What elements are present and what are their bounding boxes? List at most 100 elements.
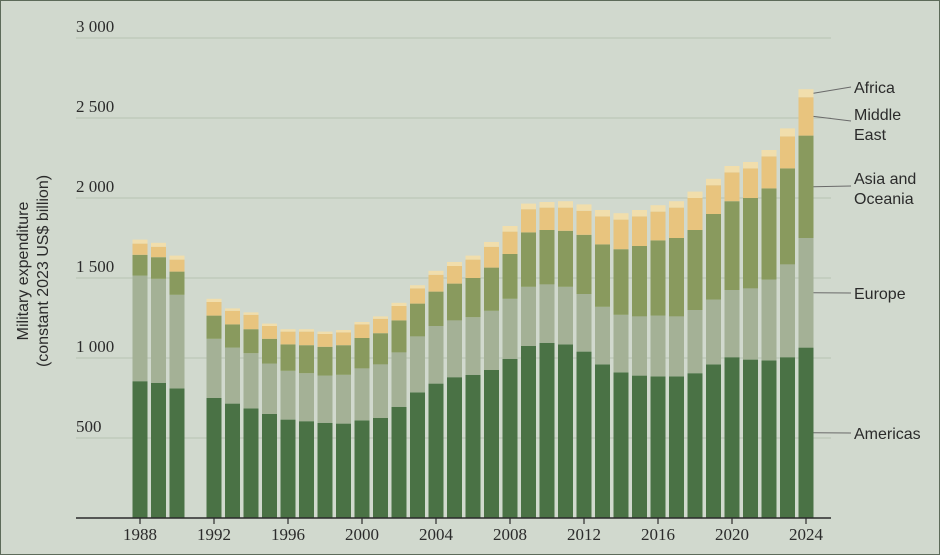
legend: Africa Middle East Asia and Oceania Europe Ame… [813, 80, 921, 443]
bar-segment-africa-1988 [132, 239, 148, 244]
bar-segment-americas-2007 [484, 370, 499, 518]
bar-segment-europe-1997 [299, 373, 314, 422]
axes: 500 1 000 1 500 2 000 2 500 3 000 1988 1992 1996… [76, 17, 831, 544]
bar-segment-asia-and-oceania-1996 [280, 344, 296, 371]
bar-segment-americas-2016 [650, 376, 666, 518]
bar-segment-asia-and-oceania-2004 [428, 291, 444, 326]
bar-segment-africa-1998 [317, 331, 333, 334]
bar-segment-asia-and-oceania-1988 [132, 254, 148, 276]
bar-segment-europe-1990 [169, 294, 185, 389]
bar-segment-africa-2004 [428, 270, 444, 275]
bar-segment-africa-2017 [669, 201, 684, 208]
bar-segment-africa-2013 [595, 210, 610, 217]
bar-segment-asia-and-oceania-2019 [706, 214, 721, 300]
bar-segment-asia-and-oceania-1989 [151, 257, 166, 279]
bar-segment-asia-and-oceania-2024 [798, 135, 814, 238]
legend-leader-line [813, 115, 852, 122]
bar-segment-africa-2008 [502, 226, 518, 232]
bar-segment-africa-1990 [169, 255, 185, 260]
bar-segment-europe-1999 [336, 374, 351, 424]
bar-segment-americas-1992 [206, 398, 222, 518]
bar-segment-asia-and-oceania-2022 [761, 188, 777, 280]
bar-segment-europe-1996 [280, 370, 296, 420]
bar-segment-africa-2024 [798, 89, 814, 98]
bar-segment-middle-east-1988 [132, 243, 148, 255]
bar-segment-europe-2020 [724, 290, 740, 358]
bar-segment-europe-1995 [262, 363, 277, 414]
x-tick-label: 2004 [419, 525, 454, 544]
bar-segment-americas-1989 [151, 382, 166, 518]
bar-segment-europe-2002 [391, 352, 407, 407]
bar-segment-africa-2000 [354, 322, 370, 325]
bar-segment-asia-and-oceania-1993 [225, 324, 240, 348]
bar-segment-middle-east-2008 [502, 231, 518, 254]
bar-segment-asia-and-oceania-1997 [299, 345, 314, 374]
bar-segment-middle-east-1998 [317, 334, 333, 347]
bar-segment-americas-2015 [632, 375, 647, 518]
y-tick-label: 1 500 [76, 257, 114, 276]
bar-segment-africa-1993 [225, 308, 240, 311]
bar-segment-middle-east-1999 [336, 332, 351, 346]
bar-segment-europe-2016 [650, 315, 666, 377]
bar-segment-europe-2022 [761, 279, 777, 361]
bar-segment-asia-and-oceania-2002 [391, 320, 407, 353]
bar-segment-americas-2020 [724, 357, 740, 518]
bar-segment-africa-2022 [761, 150, 777, 157]
bar-segment-africa-2005 [447, 262, 462, 266]
bar-segment-europe-2009 [521, 286, 536, 346]
bar-segment-asia-and-oceania-2012 [576, 234, 592, 294]
bar-segment-asia-and-oceania-2020 [724, 201, 740, 290]
bar-segment-europe-2012 [576, 294, 592, 352]
bar-segment-europe-1989 [151, 278, 166, 383]
y-tick-label: 3 000 [76, 17, 114, 36]
bar-segment-middle-east-2022 [761, 156, 777, 189]
legend-label: Europe [854, 286, 906, 303]
bar-segment-asia-and-oceania-2007 [484, 267, 499, 311]
bar-segment-middle-east-1997 [299, 331, 314, 346]
bar-segment-asia-and-oceania-2010 [539, 230, 555, 285]
bar-segment-africa-2016 [650, 205, 666, 212]
bar-segment-asia-and-oceania-2000 [354, 338, 370, 369]
y-axis-title-line2: (constant 2023 US$ billion) [35, 175, 52, 367]
bar-segment-europe-2017 [669, 316, 684, 377]
bar-segment-asia-and-oceania-1994 [243, 329, 259, 354]
bar-segment-middle-east-2009 [521, 209, 536, 233]
bar-segment-americas-2011 [558, 344, 573, 518]
bar-segment-americas-2012 [576, 351, 592, 518]
legend-label: Asia and [854, 171, 916, 188]
x-tick-label: 1996 [271, 525, 305, 544]
bar-segment-middle-east-2004 [428, 274, 444, 292]
bar-segment-africa-2001 [373, 316, 388, 319]
bar-segment-africa-1992 [206, 298, 222, 302]
bar-segment-asia-and-oceania-1990 [169, 271, 185, 295]
bar-segment-americas-1994 [243, 408, 259, 518]
bar-segment-americas-2010 [539, 342, 555, 518]
bar-segment-africa-2011 [558, 201, 573, 208]
bar-segment-asia-and-oceania-1999 [336, 345, 351, 375]
bar-segment-middle-east-2015 [632, 216, 647, 246]
x-tick-label: 2016 [641, 525, 675, 544]
y-axis-title-line1: Military expenditure [15, 202, 32, 341]
bar-segment-americas-1993 [225, 403, 240, 518]
bar-segment-africa-2019 [706, 178, 721, 186]
bar-segment-americas-2018 [687, 373, 703, 518]
bar-segment-americas-2022 [761, 360, 777, 518]
bar-segment-europe-2019 [706, 299, 721, 365]
bar-segment-africa-1996 [280, 329, 296, 332]
x-tick-label: 1988 [123, 525, 157, 544]
bar-segment-africa-2014 [613, 213, 629, 220]
y-tick-label: 1 000 [76, 337, 114, 356]
bar-segment-africa-2007 [484, 242, 499, 247]
bar-segment-americas-2014 [613, 372, 629, 518]
bar-segment-americas-1996 [280, 419, 296, 518]
bar-segment-europe-2023 [780, 264, 795, 358]
y-tick-label: 500 [76, 417, 102, 436]
bar-segment-africa-2018 [687, 191, 703, 198]
bar-segment-europe-1994 [243, 353, 259, 409]
bar-segment-europe-1998 [317, 375, 333, 423]
bar-segment-africa-1997 [299, 329, 314, 332]
y-tick-label: 2 000 [76, 177, 114, 196]
x-tick-label: 2012 [567, 525, 601, 544]
